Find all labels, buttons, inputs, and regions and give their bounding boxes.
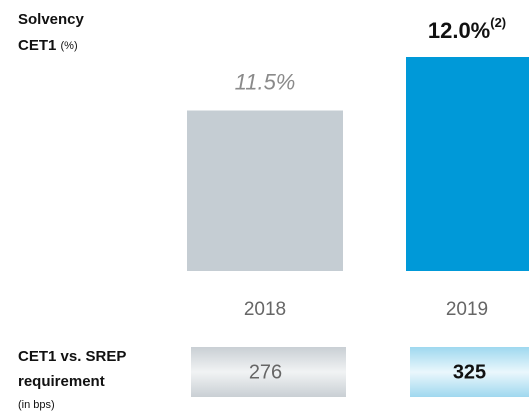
srep-unit: (in bps) [18,399,55,411]
value-label-text: 12.0% [428,18,490,43]
srep-value: 276 [249,361,282,383]
footnote-mark: (2) [490,15,506,30]
srep-label: requirement [18,373,105,390]
x-tick-label: 2019 [446,299,488,320]
subtitle-unit: (%) [61,40,78,52]
x-tick-label: 2018 [244,299,286,320]
value-label: 11.5% [235,69,296,94]
srep-box [410,347,529,397]
chart-subtitle: CET1 (%) [18,37,78,54]
bar [187,110,343,271]
srep-label: CET1 vs. SREP [18,348,126,365]
srep-value: 325 [453,361,486,383]
value-label: 12.0%(2) [428,15,506,42]
bar [406,57,529,271]
subtitle: CET1 [18,37,56,54]
chart-title: Solvency [18,11,85,28]
value-label-text: 11.5% [235,69,296,94]
srep-box [191,347,346,397]
